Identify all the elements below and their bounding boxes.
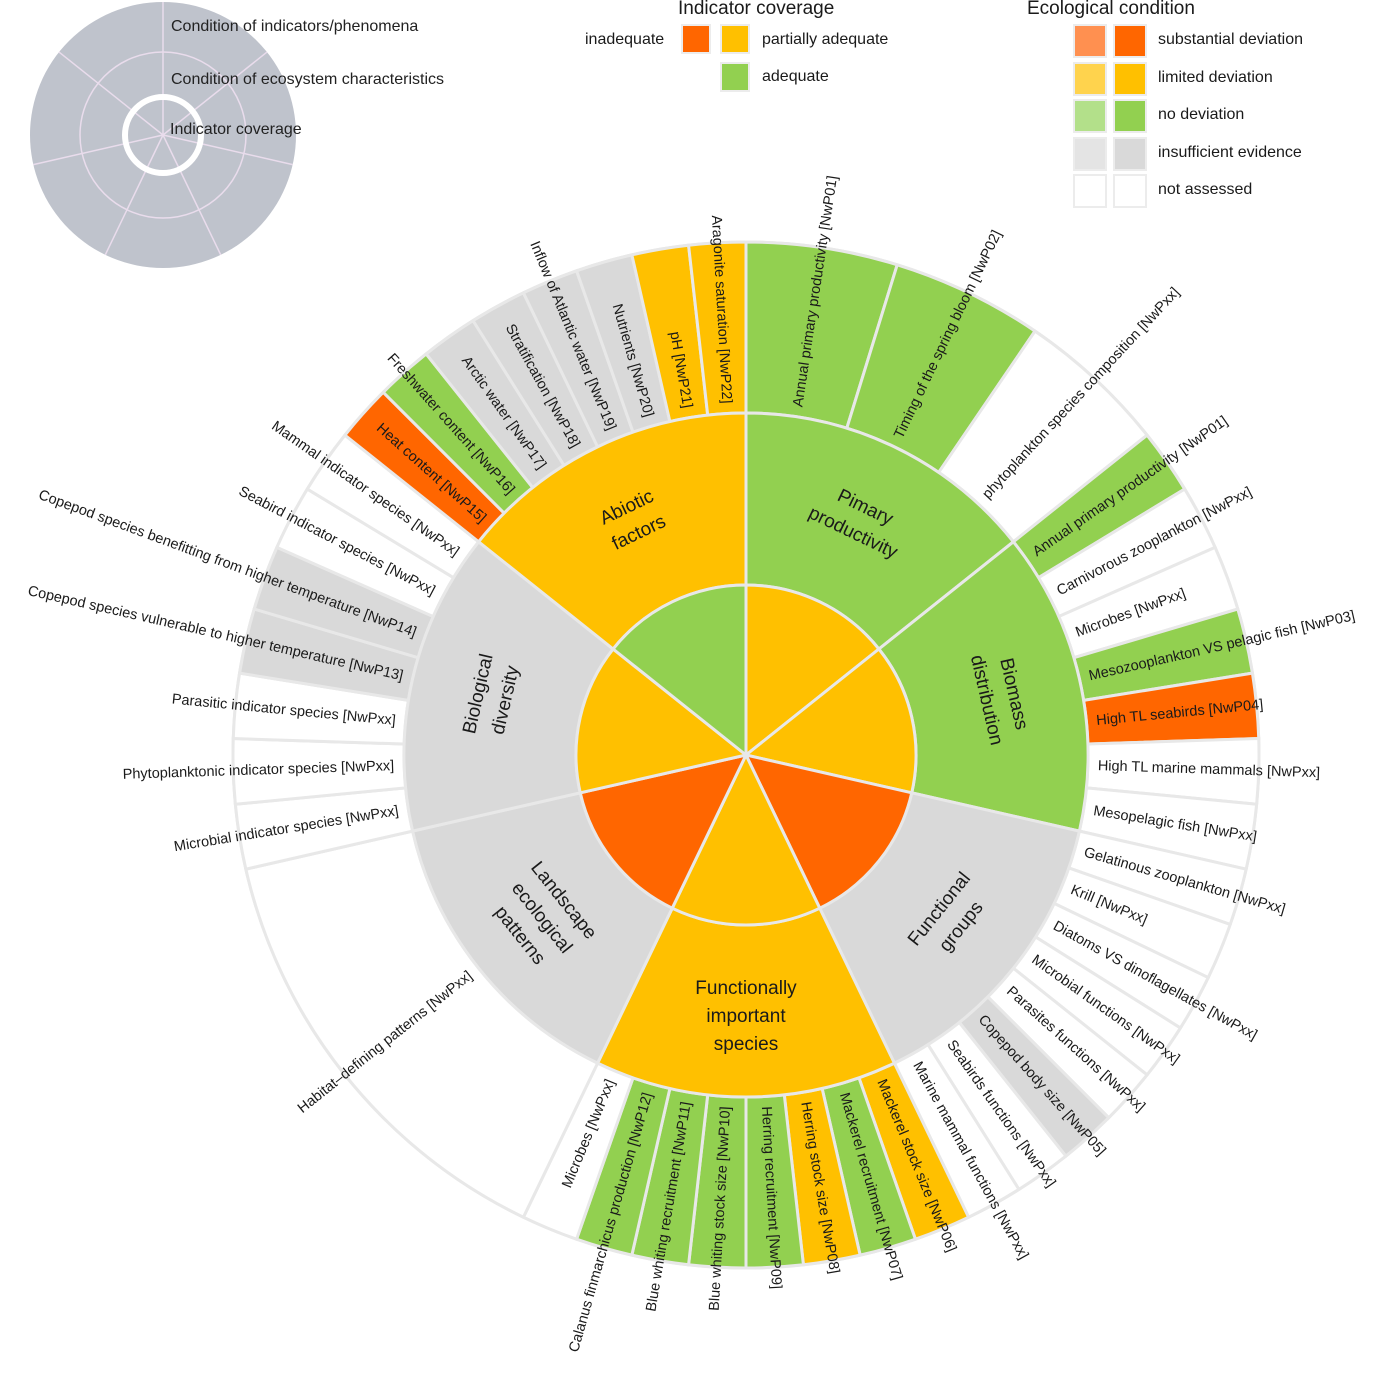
coverage-segment-functional-groups: [743, 752, 914, 911]
mini-middle-ring-label: Condition of ecosystem characteristics: [171, 71, 444, 88]
coverage-segment-landscape-ecological-patterns: [578, 752, 749, 911]
condition-swatch-insufficient-evidence: [1113, 136, 1147, 171]
condition-swatch-not-assessed: [1073, 174, 1107, 208]
ring-explanation-diagram: [30, 2, 296, 268]
coverage-segment-functionally-important-species: [670, 751, 822, 927]
coverage-legend-label-adequate: adequate: [762, 68, 829, 85]
coverage-swatch-adequate: [720, 62, 750, 92]
coverage-legend-title: Indicator coverage: [678, 0, 835, 19]
condition-swatch-not-assessed: [1113, 174, 1147, 208]
coverage-segment-biological-diversity: [574, 646, 750, 795]
condition-legend-title: Ecological condition: [1027, 0, 1195, 19]
condition-swatch-insufficient-evidence: [1073, 136, 1107, 171]
indicator-label-high-tl-marine-mammals: High TL marine mammals [NwPxx]: [1098, 758, 1321, 781]
condition-legend-label-insufficient-evidence: insufficient evidence: [1158, 143, 1302, 161]
sector-functionally-important-species: [521, 751, 971, 1270]
coverage-segment-biomass-distribution: [742, 646, 918, 795]
mini-sector-divider: [58, 51, 164, 136]
mini-sector-divider: [162, 51, 268, 136]
condition-swatch-substantial-deviation: [1073, 24, 1107, 58]
mini-outer-ring-label: Condition of indicators/phenomena: [171, 18, 419, 35]
mini-sector-divider: [104, 134, 164, 256]
sector-functional-groups: [743, 752, 1248, 1220]
condition-legend-label-not-assessed: not assessed: [1158, 181, 1253, 198]
coverage-legend-label-inadequate: inadequate: [585, 31, 665, 48]
condition-legend-label-no-deviation: no deviation: [1158, 106, 1245, 123]
condition-swatch-no-deviation: [1113, 99, 1147, 133]
condition-swatch-limited-deviation: [1113, 61, 1147, 96]
coverage-swatch-partially-adequate: [720, 24, 750, 54]
condition-swatch-limited-deviation: [1073, 61, 1107, 96]
mini-sector-divider: [162, 134, 293, 166]
mini-sector-divider: [33, 134, 164, 166]
coverage-swatch-inadequate: [681, 24, 711, 54]
mini-inner-ring-label: Indicator coverage: [170, 121, 302, 138]
sector-pimary-productivity: [744, 240, 1150, 759]
coverage-segment-pimary-productivity: [744, 583, 882, 759]
sector-landscape-ecological-patterns: [244, 752, 749, 1220]
mini-sector-divider: [162, 134, 222, 256]
condition-legend-label-limited-deviation: limited deviation: [1158, 68, 1273, 86]
coverage-legend-label-partially-adequate: partially adequate: [762, 31, 889, 48]
sector-label-functionally-important-species: Functionally important species: [695, 978, 797, 1055]
coverage-segment-abiotic-factors: [610, 583, 748, 759]
sector-abiotic-factors: [342, 240, 748, 759]
condition-swatch-no-deviation: [1073, 99, 1107, 133]
mini-inner-ring-highlight: [122, 94, 204, 176]
condition-swatch-substantial-deviation: [1113, 24, 1147, 58]
condition-legend-label-substantial-deviation: substantial deviation: [1158, 31, 1303, 48]
sector-biological-diversity: [231, 433, 750, 871]
